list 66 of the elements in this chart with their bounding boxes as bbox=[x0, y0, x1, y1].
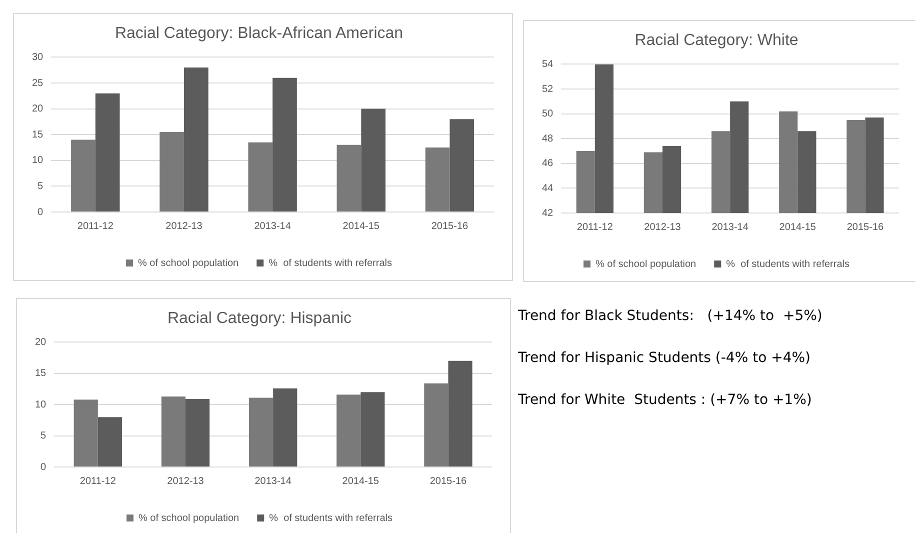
y-tick-label: 20 bbox=[32, 104, 44, 115]
bar bbox=[336, 394, 361, 466]
x-tick-label: 2012-13 bbox=[167, 476, 204, 487]
bar bbox=[98, 417, 122, 466]
bar bbox=[273, 388, 298, 466]
y-tick-label: 44 bbox=[542, 182, 554, 194]
y-tick-label: 52 bbox=[542, 84, 554, 95]
legend-label: % of students with referrals bbox=[726, 258, 850, 270]
chart-title: Racial Category: Black-African American bbox=[114, 25, 404, 42]
y-tick-label: 0 bbox=[40, 462, 47, 473]
bar bbox=[424, 383, 448, 466]
x-tick-label: 2014-15 bbox=[342, 476, 380, 487]
bar bbox=[184, 68, 208, 212]
x-tick-label: 2015-16 bbox=[430, 476, 467, 487]
x-tick-label: 2012-13 bbox=[644, 222, 682, 233]
bar bbox=[248, 398, 274, 466]
y-tick-label: 48 bbox=[542, 133, 554, 144]
x-tick-label: 2013-14 bbox=[254, 220, 292, 232]
bar bbox=[248, 142, 273, 212]
y-tick-label: 15 bbox=[35, 368, 47, 380]
text: Trend for Hispanic Students (-4% to +4%) bbox=[518, 350, 812, 366]
bar bbox=[450, 119, 474, 212]
bar bbox=[71, 140, 96, 212]
bar bbox=[185, 398, 210, 466]
y-tick-label: 54 bbox=[542, 58, 554, 70]
x-tick-label: 2011-12 bbox=[80, 476, 116, 487]
bar bbox=[74, 400, 98, 466]
legend-label: % of school population bbox=[595, 258, 696, 270]
y-tick-label: 20 bbox=[35, 336, 47, 348]
bar bbox=[161, 396, 186, 466]
text: Trend for Black Students: (+14% to +5%) bbox=[518, 308, 824, 324]
bar bbox=[360, 392, 385, 466]
y-tick-label: 50 bbox=[542, 108, 554, 120]
x-tick-label: 2012-13 bbox=[166, 220, 203, 232]
y-tick-label: 10 bbox=[35, 399, 47, 410]
x-tick-label: 2013-14 bbox=[712, 222, 749, 233]
y-tick-label: 30 bbox=[32, 52, 44, 63]
chart-title: Racial Category: White bbox=[634, 32, 798, 50]
legend-label: % of students with referrals bbox=[268, 258, 392, 269]
x-tick-label: 2015-16 bbox=[431, 220, 468, 232]
x-tick-label: 2013-14 bbox=[254, 476, 292, 487]
y-tick-label: 25 bbox=[32, 78, 44, 89]
bar bbox=[425, 148, 450, 212]
y-tick-label: 5 bbox=[40, 430, 47, 442]
x-tick-label: 2014-15 bbox=[779, 222, 816, 233]
y-tick-label: 46 bbox=[542, 158, 554, 170]
legend-label: % of school population bbox=[138, 512, 240, 524]
y-tick-label: 5 bbox=[38, 180, 44, 192]
bar bbox=[160, 132, 184, 212]
bar bbox=[448, 360, 472, 466]
x-tick-label: 2011-12 bbox=[576, 222, 614, 233]
y-tick-label: 10 bbox=[32, 155, 44, 166]
bar bbox=[336, 144, 362, 212]
x-tick-label: 2015-16 bbox=[846, 222, 884, 233]
y-tick-label: 42 bbox=[542, 208, 554, 219]
bar bbox=[272, 78, 297, 212]
bar bbox=[95, 93, 120, 212]
x-tick-label: 2011-12 bbox=[77, 220, 114, 232]
bar bbox=[361, 108, 386, 212]
y-tick-label: 15 bbox=[32, 129, 44, 140]
text: Trend for White Students : (+7% to +1%) bbox=[518, 392, 813, 408]
legend-label: % of students with referrals bbox=[269, 512, 393, 524]
legend-label: % of school population bbox=[138, 258, 239, 269]
chart-title: Racial Category: Hispanic bbox=[167, 310, 352, 328]
y-tick-label: 0 bbox=[38, 206, 44, 218]
x-tick-label: 2014-15 bbox=[342, 220, 380, 232]
